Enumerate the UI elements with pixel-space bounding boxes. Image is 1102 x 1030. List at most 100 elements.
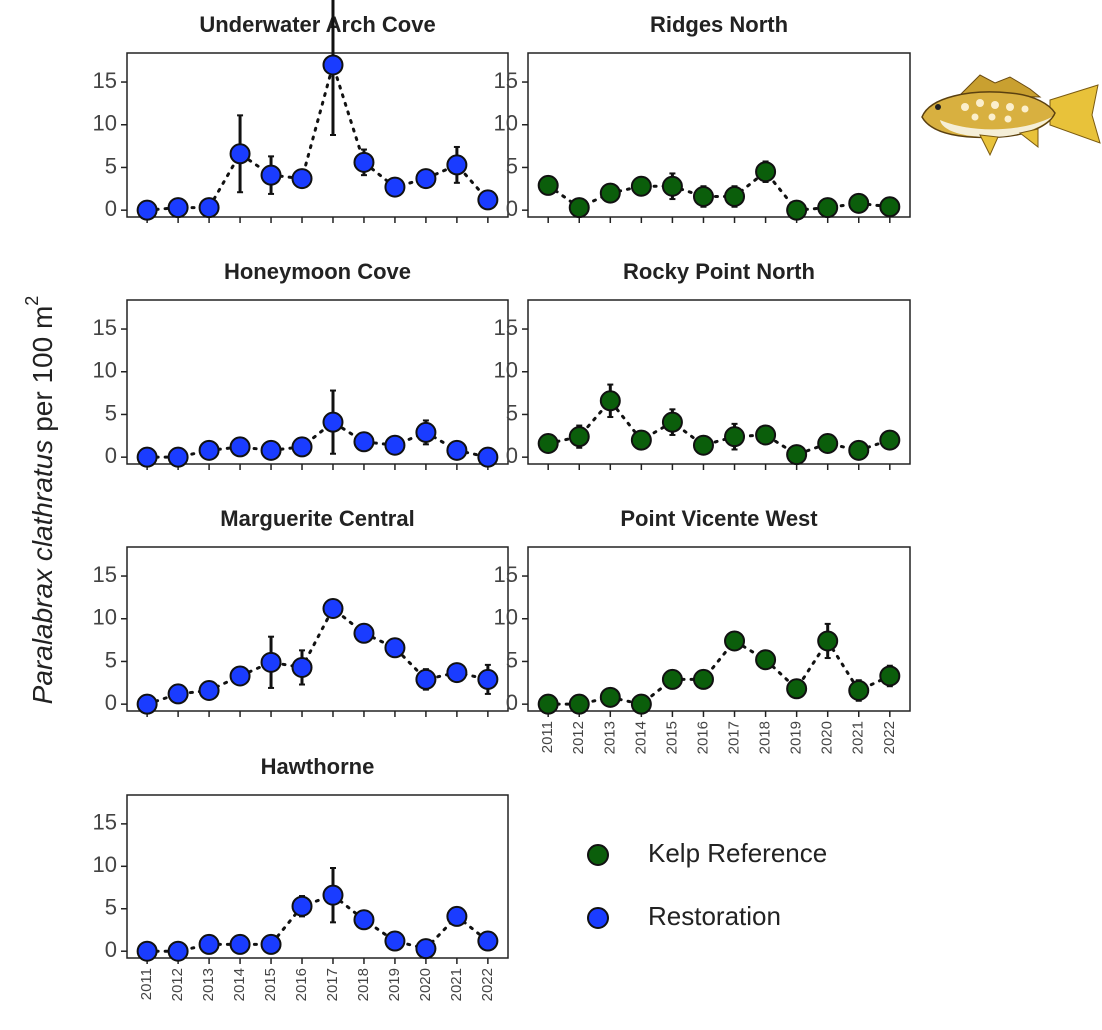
y-tick-label: 5 — [105, 647, 117, 672]
data-point — [755, 161, 777, 183]
data-point — [661, 175, 683, 197]
data-point — [136, 199, 158, 221]
y-tick-label: 15 — [93, 315, 117, 340]
panel-frame — [527, 299, 911, 465]
x-tick-label: 2014 — [632, 721, 649, 754]
legend-marker — [587, 907, 609, 929]
data-point — [167, 683, 189, 705]
x-tick-label: 2021 — [448, 968, 465, 1001]
data-point — [198, 680, 220, 701]
y-tick-label: 15 — [494, 562, 518, 587]
y-tick-label: 0 — [105, 690, 117, 715]
data-point — [322, 884, 344, 906]
y-tick-label: 10 — [93, 111, 117, 136]
data-point — [537, 693, 559, 715]
y-tick-label: 10 — [93, 605, 117, 630]
y-tick-label: 15 — [93, 68, 117, 93]
data-point — [755, 649, 777, 671]
data-point — [229, 143, 251, 165]
data-point — [630, 429, 652, 451]
x-tick-label: 2018 — [355, 968, 372, 1001]
x-tick-label: 2019 — [788, 721, 805, 754]
x-tick-label: 2012 — [570, 721, 587, 754]
data-point — [724, 630, 746, 652]
data-point — [446, 662, 468, 684]
data-point — [322, 411, 344, 433]
data-point — [322, 54, 344, 76]
data-point — [477, 189, 499, 211]
y-tick-label: 0 — [105, 443, 117, 468]
data-point — [661, 411, 683, 433]
data-point — [198, 197, 220, 219]
data-point — [568, 197, 590, 219]
x-tick-label: 2017 — [324, 968, 341, 1001]
y-tick-label: 10 — [93, 852, 117, 877]
panel-title: Point Vicente West — [620, 506, 818, 531]
data-point — [167, 197, 189, 219]
data-point — [291, 436, 313, 458]
series-line — [145, 420, 490, 459]
x-tick-label: 2021 — [850, 721, 867, 754]
data-point — [599, 390, 621, 412]
data-point — [568, 426, 590, 448]
y-tick-label: 5 — [105, 400, 117, 425]
data-point — [384, 434, 406, 456]
data-point — [879, 429, 901, 451]
data-point — [353, 622, 375, 644]
data-point — [353, 151, 375, 173]
series-line — [145, 59, 490, 212]
data-point — [415, 668, 437, 690]
data-point — [229, 436, 251, 458]
x-tick-label: 2016 — [293, 968, 310, 1001]
data-point — [848, 192, 870, 214]
legend-label: Restoration — [648, 901, 781, 931]
data-point — [537, 433, 559, 454]
data-point — [692, 668, 714, 690]
x-tick-label: 2015 — [663, 721, 680, 754]
data-point — [661, 668, 683, 690]
fish-illustration — [921, 74, 1101, 157]
data-point — [477, 446, 499, 468]
data-point — [384, 930, 406, 952]
y-tick-label: 5 — [105, 895, 117, 920]
legend-label: Kelp Reference — [648, 838, 827, 868]
series-line — [145, 893, 490, 953]
x-tick-label: 2019 — [386, 968, 403, 1001]
y-tick-label: 5 — [506, 153, 518, 178]
x-tick-label: 2020 — [819, 721, 836, 754]
x-tick-label: 2013 — [200, 968, 217, 1001]
y-label-species: Paralabrax clathratus — [27, 440, 58, 705]
data-point — [755, 424, 777, 446]
series-line — [546, 169, 892, 212]
data-point — [415, 168, 437, 190]
data-point — [692, 434, 714, 456]
data-point — [848, 680, 870, 701]
x-tick-label: 2011 — [539, 721, 556, 753]
data-point — [384, 637, 406, 659]
x-tick-label: 2014 — [231, 968, 248, 1001]
legend-marker — [587, 844, 609, 866]
data-point — [167, 940, 189, 962]
data-point — [817, 197, 839, 219]
y-tick-label: 10 — [494, 358, 518, 383]
y-tick-label: 0 — [506, 690, 518, 715]
y-tick-label: 0 — [506, 196, 518, 221]
data-point — [599, 686, 621, 708]
data-point — [817, 433, 839, 454]
data-point — [879, 196, 901, 218]
y-tick-label: 5 — [105, 153, 117, 178]
data-point — [786, 199, 808, 221]
data-point — [692, 186, 714, 207]
panel-title: Honeymoon Cove — [224, 259, 411, 284]
y-label-superscript: 2 — [22, 296, 42, 306]
panel-title: Underwater Arch Cove — [199, 12, 435, 37]
data-point — [260, 164, 282, 186]
y-tick-label: 0 — [105, 196, 117, 221]
y-tick-label: 15 — [93, 562, 117, 587]
y-tick-label: 0 — [105, 937, 117, 962]
data-point — [167, 446, 189, 468]
data-point — [817, 630, 839, 652]
series-line — [145, 606, 490, 706]
data-point — [630, 693, 652, 715]
